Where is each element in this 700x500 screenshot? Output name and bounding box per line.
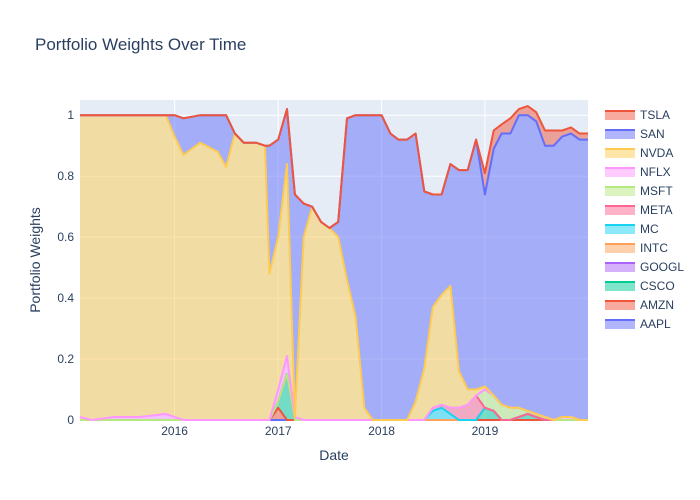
line-tsla [80, 105, 588, 229]
legend-swatch [605, 225, 635, 234]
legend-item-csco[interactable]: CSCO [605, 279, 675, 293]
legend-item-googl[interactable]: GOOGL [605, 260, 684, 274]
y-tick-label: 1 [67, 108, 74, 122]
line-nvda [80, 114, 588, 421]
legend-label: NFLX [640, 165, 671, 179]
chart-title: Portfolio Weights Over Time [35, 35, 246, 54]
legend-swatch [605, 320, 635, 329]
x-tick-label: 2019 [472, 424, 499, 438]
area-msft [80, 374, 588, 420]
legend-swatch [605, 187, 635, 196]
legend-label: INTC [640, 241, 668, 255]
legend: TSLA SAN NVDA NFLX MSFT META MC INTC GOOGL CSCO AM… [605, 108, 684, 331]
legend-label: CSCO [640, 279, 675, 293]
y-tick-label: 0 [67, 413, 74, 427]
legend-label: GOOGL [640, 260, 684, 274]
legend-item-san[interactable]: SAN [605, 127, 665, 141]
legend-label: MC [640, 222, 659, 236]
legend-swatch [605, 111, 635, 120]
x-tick-label: 2018 [368, 424, 395, 438]
legend-swatch [605, 168, 635, 177]
area-nvda [80, 115, 588, 420]
y-tick-label: 0.4 [57, 291, 74, 305]
legend-item-nvda[interactable]: NVDA [605, 146, 673, 160]
legend-swatch [605, 206, 635, 215]
legend-swatch [605, 301, 635, 310]
legend-item-mc[interactable]: MC [605, 222, 659, 236]
x-tick-label: 2017 [265, 424, 292, 438]
y-tick-label: 0.2 [57, 352, 74, 366]
legend-label: META [640, 203, 672, 217]
x-tick-label: 2016 [161, 424, 188, 438]
series-lines [79, 105, 588, 421]
legend-item-nflx[interactable]: NFLX [605, 165, 671, 179]
y-tick-label: 0.6 [57, 230, 74, 244]
legend-item-intc[interactable]: INTC [605, 241, 668, 255]
legend-swatch [605, 149, 635, 158]
legend-label: AMZN [640, 298, 674, 312]
legend-swatch [605, 282, 635, 291]
x-axis-title: Date [319, 447, 349, 463]
legend-item-amzn[interactable]: AMZN [605, 298, 674, 312]
y-tick-label: 0.8 [57, 169, 74, 183]
legend-label: TSLA [640, 108, 670, 122]
legend-swatch [605, 244, 635, 253]
legend-label: AAPL [640, 317, 671, 331]
stacked-areas [80, 106, 588, 420]
legend-item-tsla[interactable]: TSLA [605, 108, 670, 122]
y-axis-title: Portfolio Weights [27, 207, 43, 313]
legend-swatch [605, 263, 635, 272]
legend-label: NVDA [640, 146, 673, 160]
area-meta [80, 374, 588, 420]
legend-item-meta[interactable]: META [605, 203, 672, 217]
legend-label: SAN [640, 127, 665, 141]
legend-label: MSFT [640, 184, 673, 198]
y-axis-ticks: 0 0.2 0.4 0.6 0.8 1 [57, 108, 74, 427]
legend-item-msft[interactable]: MSFT [605, 184, 673, 198]
x-axis-ticks: 2016 2017 2018 2019 [161, 424, 498, 438]
area-san [80, 109, 588, 420]
legend-swatch [605, 130, 635, 139]
legend-item-aapl[interactable]: AAPL [605, 317, 671, 331]
